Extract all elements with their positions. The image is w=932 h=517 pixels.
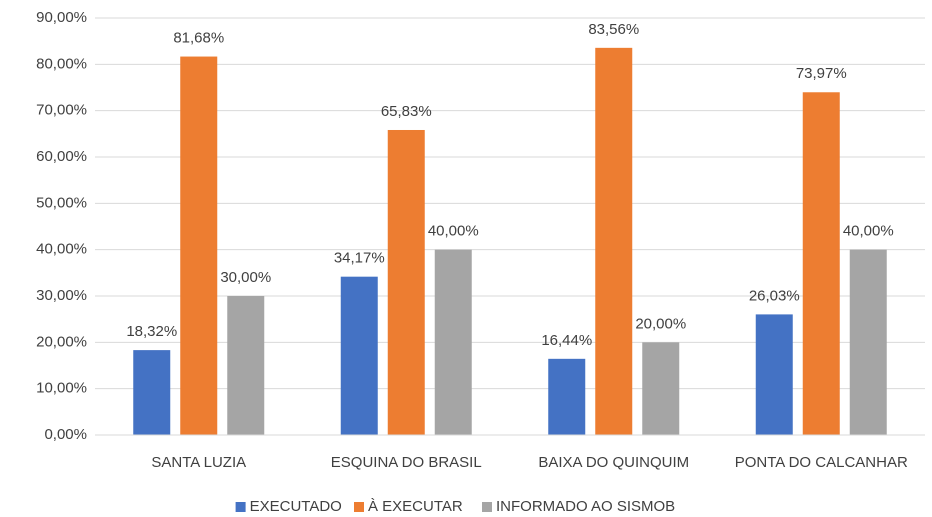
value-label: 34,17% [334,250,385,267]
y-tick-label: 90,00% [36,9,87,26]
bar [434,249,472,435]
bar [595,47,633,436]
y-tick-label: 80,00% [36,55,87,72]
value-label: 18,32% [126,323,177,340]
bar [340,276,378,435]
value-label: 73,97% [796,65,847,82]
legend-label: EXECUTADO [250,498,342,515]
x-tick-label: PONTA DO CALCANHAR [735,454,908,471]
bar [849,249,887,435]
y-tick-label: 20,00% [36,333,87,350]
bar [387,129,425,435]
bar [802,92,840,435]
value-label: 40,00% [428,223,479,240]
legend-label: À EXECUTAR [368,498,463,515]
value-label: 65,83% [381,103,432,120]
bar [133,350,171,435]
y-tick-label: 10,00% [36,380,87,397]
x-tick-label: ESQUINA DO BRASIL [331,454,482,471]
y-tick-label: 60,00% [36,148,87,165]
bar [642,342,680,435]
y-tick-label: 0,00% [44,426,87,443]
value-label: 40,00% [843,223,894,240]
bar [548,358,586,435]
legend-swatch [235,502,246,512]
value-label: 20,00% [635,315,686,332]
x-tick-label: SANTA LUZIA [151,454,246,471]
value-label: 30,00% [220,269,271,286]
y-tick-label: 70,00% [36,102,87,119]
value-label: 16,44% [541,332,592,349]
bar [180,56,218,436]
legend-label: INFORMADO AO SISMOB [496,498,675,515]
value-label: 81,68% [173,30,224,47]
y-tick-label: 40,00% [36,241,87,258]
bar [227,296,265,435]
value-label: 83,56% [588,21,639,38]
value-label: 26,03% [749,287,800,304]
bar [755,314,793,435]
x-tick-label: BAIXA DO QUINQUIM [538,454,689,471]
y-tick-label: 50,00% [36,194,87,211]
legend-swatch [354,502,364,512]
y-tick-label: 30,00% [36,287,87,304]
legend-swatch [482,502,492,512]
